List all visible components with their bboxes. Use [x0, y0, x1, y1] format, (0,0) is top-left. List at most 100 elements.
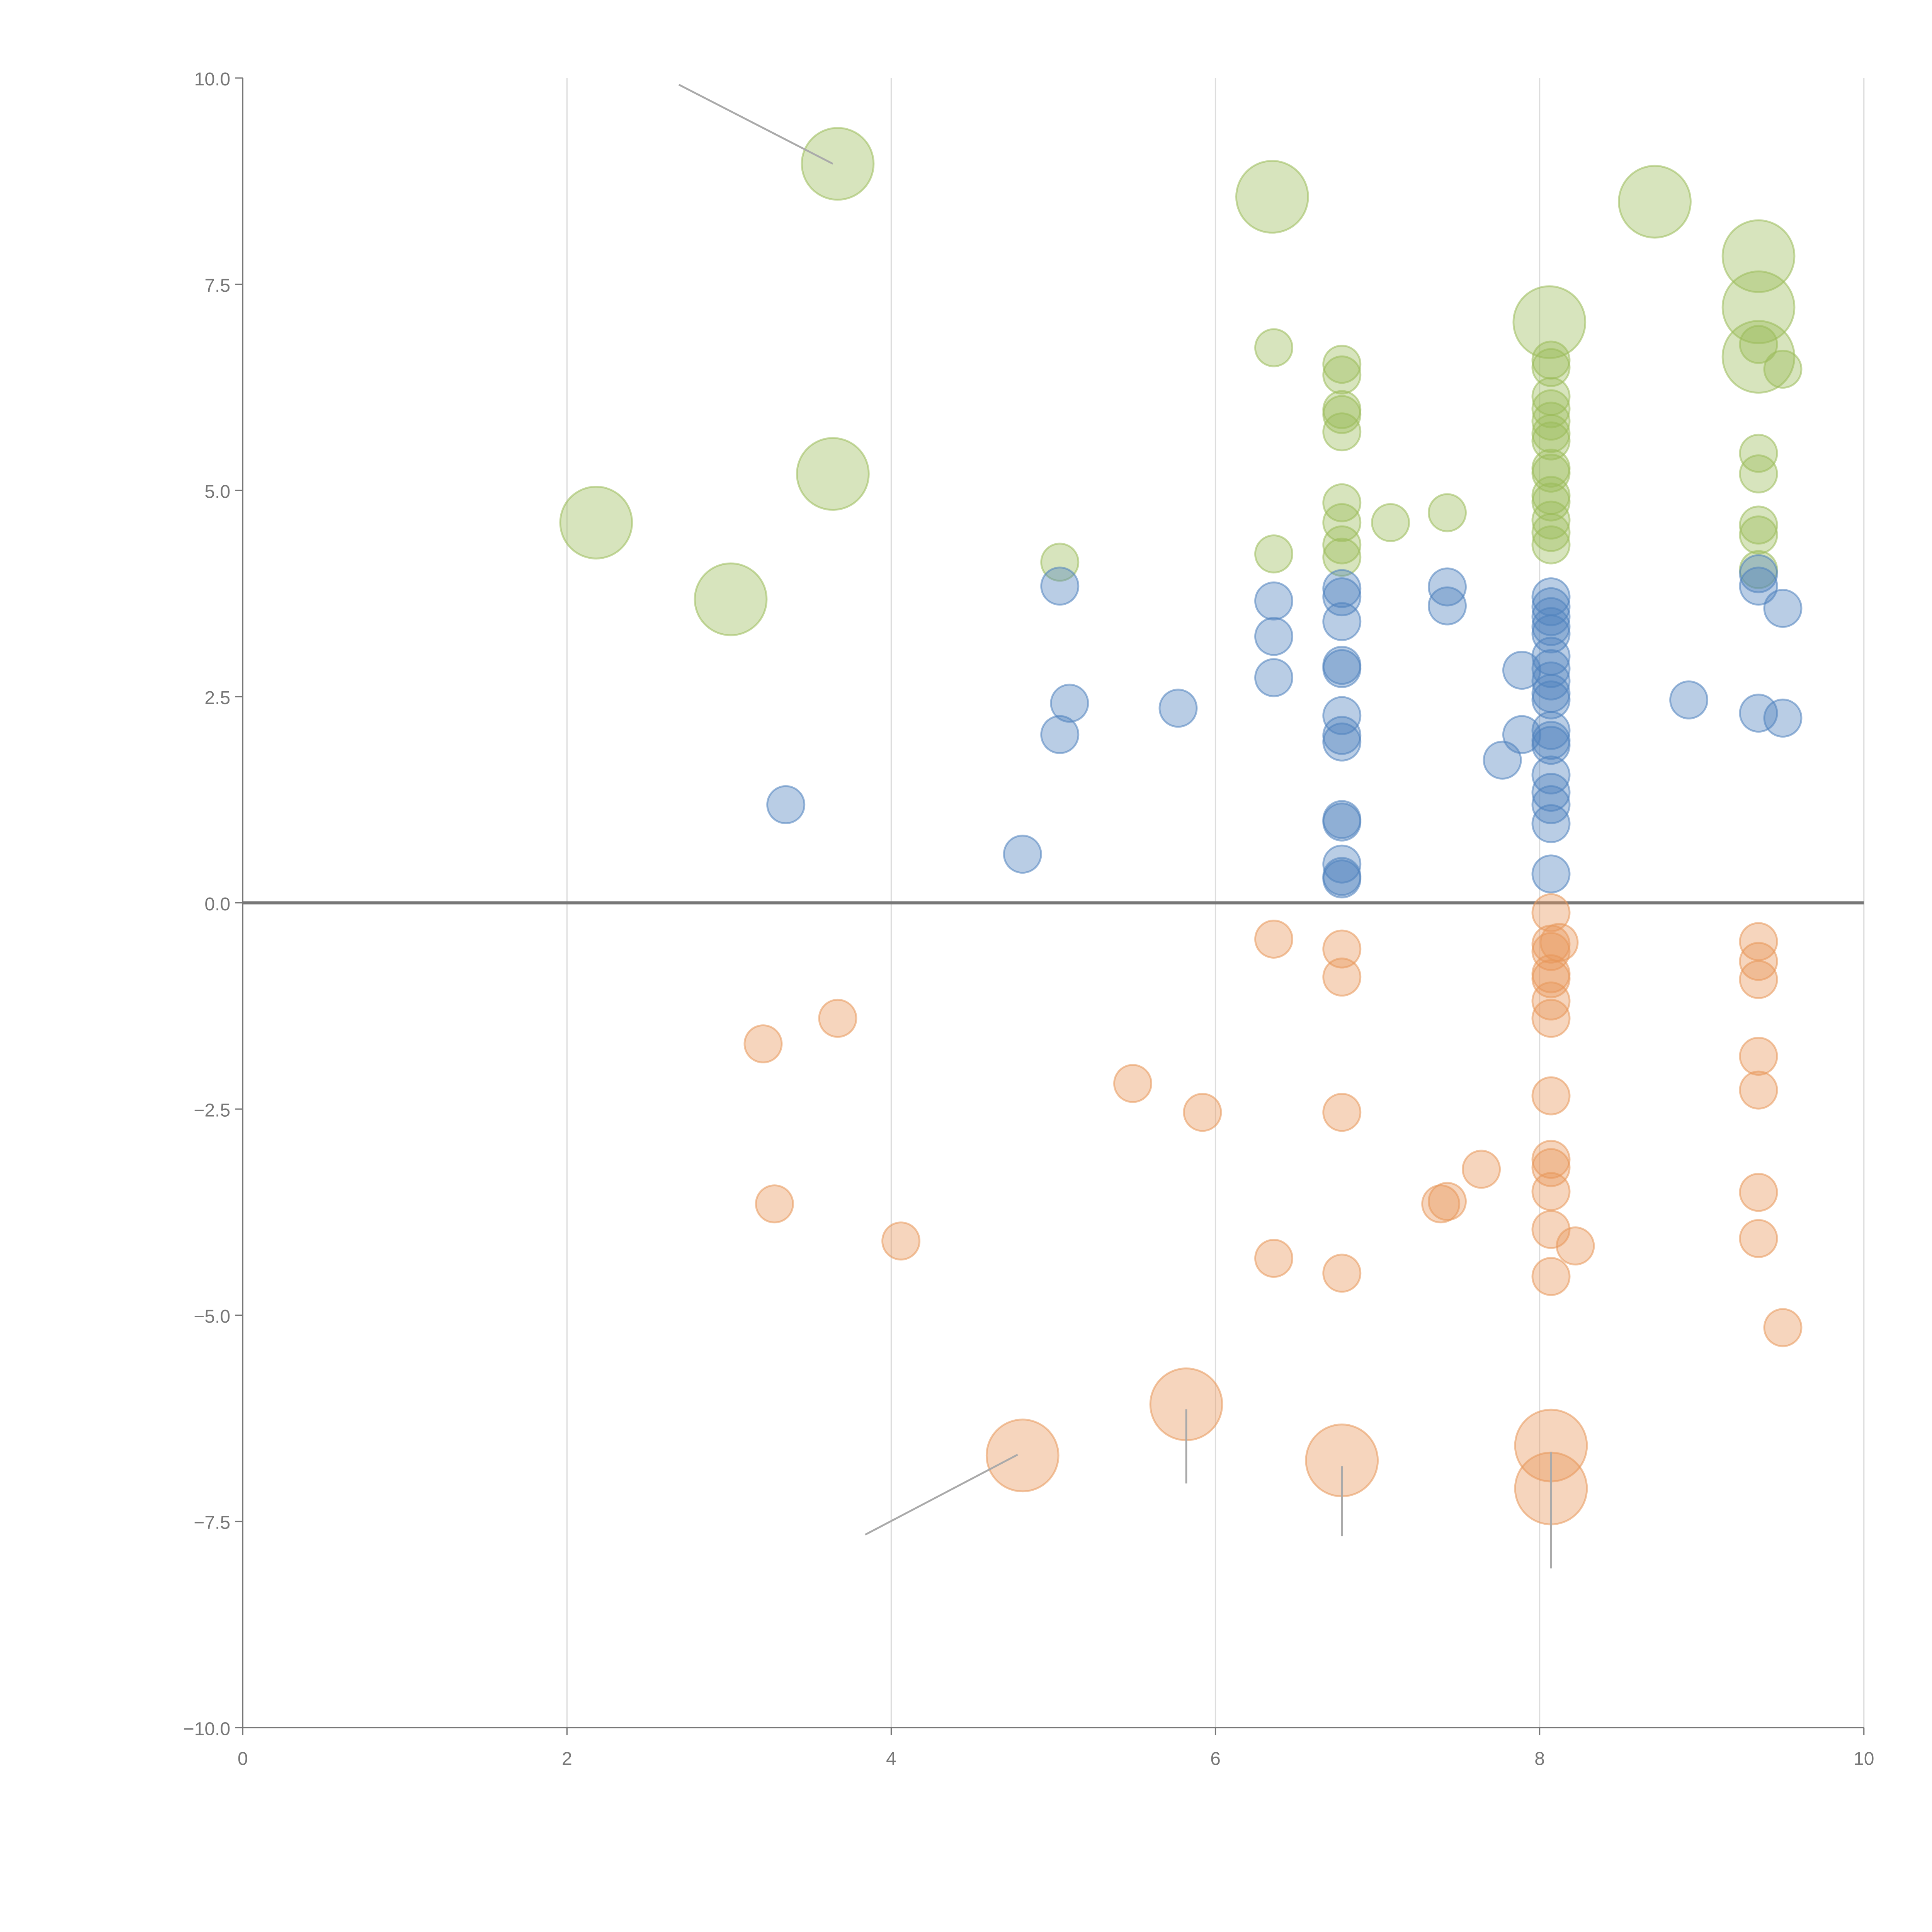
point-orange — [1531, 1210, 1571, 1249]
point-blue — [1531, 755, 1571, 795]
point-green — [796, 437, 870, 511]
y-tick-label: 2.5 — [204, 687, 230, 708]
point-blue — [1763, 589, 1803, 628]
point-blue — [1322, 802, 1362, 842]
point-green — [1427, 493, 1467, 532]
point-orange — [818, 998, 857, 1038]
point-orange — [1739, 1173, 1778, 1212]
point-blue — [1531, 597, 1571, 636]
point-orange — [1322, 929, 1362, 969]
point-green — [1531, 453, 1571, 493]
point-blue — [1502, 651, 1541, 690]
point-blue — [1739, 694, 1778, 733]
y-tick-label: −10.0 — [184, 1718, 231, 1739]
point-orange — [743, 1024, 783, 1064]
x-tick-label: 2 — [562, 1748, 572, 1769]
point-blue — [1531, 680, 1571, 719]
x-tick-label: 6 — [1210, 1748, 1221, 1769]
point-orange — [1462, 1150, 1501, 1189]
point-orange — [1531, 1172, 1571, 1211]
point-green — [1531, 421, 1571, 461]
point-green — [1531, 348, 1571, 387]
point-orange — [1531, 981, 1571, 1021]
point-orange — [1763, 1308, 1803, 1347]
point-green — [1739, 325, 1778, 364]
point-blue — [1322, 569, 1362, 608]
axes: 0 2 4 6 8 10 10.0 7.5 5.0 2.5 0.0 −2.5 −5.0 −7.5 −10.0 — [184, 69, 1874, 1769]
point-green — [694, 562, 768, 636]
y-tick-label: 5.0 — [204, 481, 230, 502]
point-orange — [985, 1418, 1060, 1493]
point-orange — [1531, 893, 1571, 932]
point-green — [1531, 525, 1571, 565]
point-blue — [1322, 722, 1362, 762]
point-orange — [1739, 1037, 1778, 1076]
y-tick-label: 7.5 — [204, 275, 230, 296]
point-orange — [1322, 1093, 1362, 1132]
y-tick-label: 0.0 — [204, 894, 230, 915]
point-green — [1322, 345, 1362, 384]
leader-line — [865, 1454, 1018, 1536]
point-green — [1322, 355, 1362, 395]
point-green — [1322, 412, 1362, 452]
point-blue — [766, 785, 806, 824]
point-green — [559, 486, 633, 560]
point-orange — [1531, 1076, 1571, 1116]
point-green — [1739, 434, 1778, 473]
point-blue — [1322, 649, 1362, 688]
point-green — [1512, 285, 1587, 359]
point-blue — [1531, 711, 1571, 750]
point-green — [1254, 534, 1294, 574]
point-green — [1235, 160, 1309, 234]
point-blue — [1531, 587, 1571, 626]
point-blue — [1427, 586, 1467, 626]
point-orange — [755, 1184, 794, 1224]
point-orange — [1531, 998, 1571, 1038]
point-blue — [1739, 554, 1778, 594]
point-orange — [1113, 1064, 1153, 1103]
point-blue — [1739, 566, 1778, 606]
point-green — [1739, 515, 1778, 554]
point-orange — [1421, 1184, 1461, 1224]
point-blue — [1040, 715, 1080, 754]
point-orange — [1254, 919, 1294, 959]
point-green — [1371, 503, 1410, 542]
point-orange — [1183, 1093, 1222, 1132]
point-green — [1531, 401, 1571, 441]
point-blue — [1254, 658, 1294, 697]
point-orange — [1254, 1239, 1294, 1278]
point-green — [1254, 328, 1294, 367]
point-green — [1618, 165, 1692, 239]
point-green — [801, 127, 875, 201]
x-tick-label: 8 — [1534, 1748, 1545, 1769]
point-blue — [1322, 602, 1362, 641]
point-green — [1322, 395, 1362, 434]
point-green — [1763, 349, 1803, 389]
point-blue — [1531, 614, 1571, 654]
leader-line — [678, 83, 833, 165]
x-tick-label: 4 — [886, 1748, 896, 1769]
x-tick-label: 10 — [1854, 1748, 1874, 1769]
y-tick-label: 10.0 — [194, 69, 231, 90]
point-blue — [1483, 740, 1522, 780]
point-blue — [1003, 835, 1042, 874]
point-blue — [1158, 689, 1198, 728]
point-orange — [1531, 1257, 1571, 1296]
y-tick-label: −7.5 — [194, 1512, 230, 1533]
point-green — [1721, 219, 1796, 293]
point-blue — [1040, 566, 1080, 606]
point-blue — [1254, 617, 1294, 656]
point-blue — [1050, 684, 1089, 723]
point-green — [1739, 505, 1778, 545]
point-orange — [1556, 1226, 1595, 1266]
y-tick-label: −5.0 — [194, 1306, 230, 1327]
point-orange — [1427, 1182, 1467, 1221]
y-tick-label: −2.5 — [194, 1100, 230, 1121]
point-green — [1531, 513, 1571, 552]
point-green — [1040, 543, 1080, 582]
data-points — [559, 127, 1803, 1526]
point-blue — [1531, 773, 1571, 812]
point-orange — [1531, 1148, 1571, 1187]
point-blue — [1763, 698, 1803, 738]
